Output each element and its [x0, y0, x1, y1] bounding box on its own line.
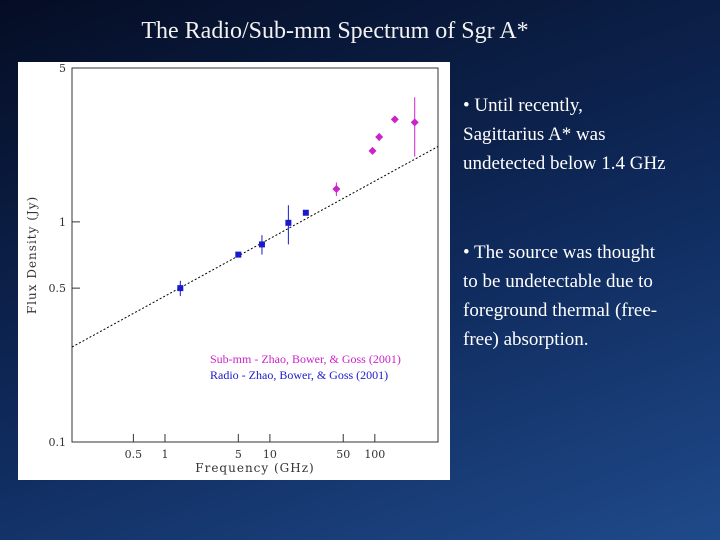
- legend-entry: Sub-mm - Zhao, Bower, & Goss (2001): [210, 352, 401, 366]
- data-point: [302, 209, 309, 216]
- bullet-line: • The source was thought: [463, 242, 656, 263]
- y-tick-label: 0.1: [49, 436, 67, 449]
- legend-entry: Radio - Zhao, Bower, & Goss (2001): [210, 368, 388, 382]
- data-point: [235, 251, 242, 258]
- bullet-line: undetected below 1.4 GHz: [463, 153, 666, 174]
- data-point: [258, 241, 265, 248]
- chart-panel: [18, 62, 450, 480]
- data-point: [375, 132, 384, 141]
- data-point: [390, 115, 399, 124]
- data-point: [368, 146, 377, 155]
- y-tick-label: 5: [59, 62, 66, 75]
- fit-line: [71, 146, 439, 348]
- x-tick-label: 0.5: [125, 448, 143, 461]
- y-tick-label: 1: [59, 216, 66, 229]
- bullet-line: free) absorption.: [463, 329, 589, 350]
- x-tick-label: 1: [161, 448, 168, 461]
- data-point: [332, 185, 341, 194]
- data-point: [285, 219, 292, 226]
- bullet-line: • Until recently,: [463, 95, 583, 116]
- data-point: [410, 118, 419, 127]
- x-tick-label: 10: [263, 448, 277, 461]
- y-tick-label: 0.5: [49, 282, 67, 295]
- x-axis-label: Frequency (GHz): [195, 461, 314, 475]
- slide-title: The Radio/Sub-mm Spectrum of Sgr A*: [141, 18, 528, 44]
- bullet-line: to be undetectable due to: [463, 271, 653, 292]
- x-tick-label: 5: [235, 448, 242, 461]
- data-point: [177, 285, 184, 292]
- plot-frame: [71, 67, 439, 443]
- bullet-line: Sagittarius A* was: [463, 124, 606, 145]
- bullet-line: foreground thermal (free-: [463, 300, 657, 321]
- x-tick-label: 50: [336, 448, 350, 461]
- y-axis-label: Flux Density (Jy): [25, 196, 39, 314]
- x-tick-label: 100: [364, 448, 385, 461]
